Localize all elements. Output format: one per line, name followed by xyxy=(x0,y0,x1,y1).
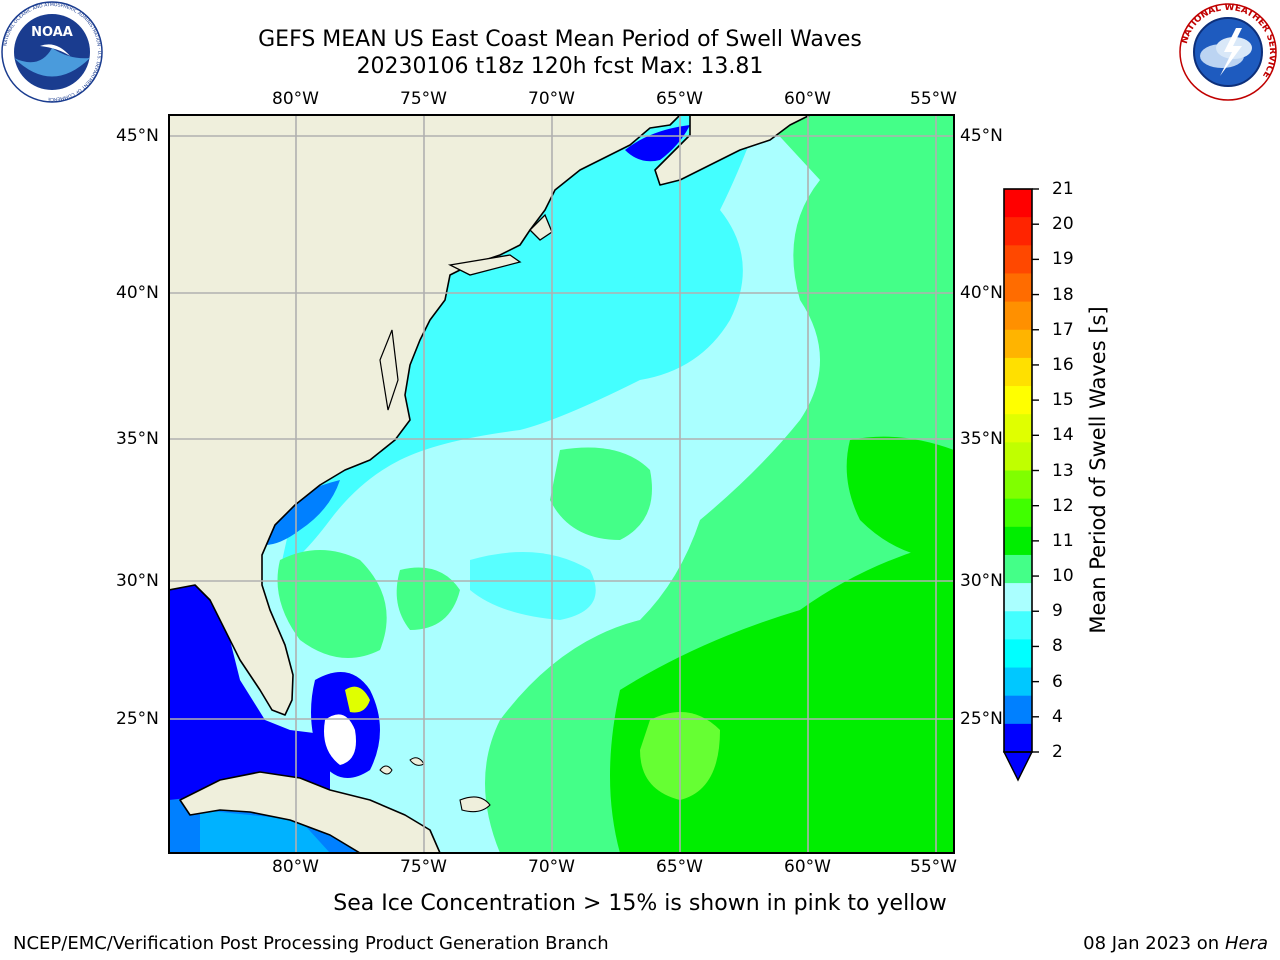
colorbar-cell xyxy=(1004,639,1032,669)
swell-region-6-8s-south xyxy=(470,552,596,620)
land-cuba xyxy=(179,771,441,853)
colorbar-cell xyxy=(1004,583,1032,612)
colorbar-cell xyxy=(1004,329,1032,359)
colorbar-cell xyxy=(1004,723,1032,753)
lon-label-top-70w: 70°W xyxy=(528,89,575,109)
colorbar-tick-label: 6 xyxy=(1052,671,1063,692)
colorbar-cell xyxy=(1004,526,1032,556)
lon-label-bottom-80w: 80°W xyxy=(272,857,319,877)
lat-label-left-30n: 30°N xyxy=(116,571,159,591)
colorbar-tick-label: 16 xyxy=(1052,354,1074,375)
lon-label-top-75w: 75°W xyxy=(400,89,447,109)
colorbar-tick-label: 15 xyxy=(1052,390,1074,411)
colorbar-cell xyxy=(1004,470,1032,500)
swell-region-9-10s-sw xyxy=(277,550,387,658)
colorbar-tick-label: 8 xyxy=(1052,636,1063,657)
lon-label-bottom-75w: 75°W xyxy=(400,857,447,877)
graticule xyxy=(169,115,954,853)
lon-label-bottom-65w: 65°W xyxy=(656,857,703,877)
land-long-island xyxy=(447,254,522,276)
lon-label-top-60w: 60°W xyxy=(784,89,831,109)
colorbar xyxy=(1002,188,1039,782)
lat-label-left-45n: 45°N xyxy=(116,126,159,146)
colorbar-cell xyxy=(1004,357,1032,387)
gulf-of-maine-low-period xyxy=(625,125,690,162)
colorbar-cell xyxy=(1004,442,1032,471)
colorbar-tick-label: 17 xyxy=(1052,319,1074,340)
lat-label-left-40n: 40°N xyxy=(116,283,159,303)
swell-region-9-10s-center xyxy=(550,447,652,540)
island-bahamas-1 xyxy=(379,765,393,775)
colorbar-cell xyxy=(1004,386,1032,415)
colorbar-cell xyxy=(1004,554,1032,584)
lat-label-right-35n: 35°N xyxy=(960,429,1003,449)
footer-date-text: 08 Jan 2023 on xyxy=(1083,933,1225,954)
island-hispaniola-tip xyxy=(459,796,491,813)
plot-subtitle: 20230106 t18z 120h fcst Max: 13.81 xyxy=(356,54,764,79)
swell-region-9-10s-west xyxy=(396,567,460,630)
colorbar-tick-label: 13 xyxy=(1052,460,1074,481)
lat-label-left-25n: 25°N xyxy=(116,709,159,729)
lat-label-right-25n: 25°N xyxy=(960,709,1003,729)
lon-label-top-80w: 80°W xyxy=(272,89,319,109)
lon-label-bottom-55w: 55°W xyxy=(910,857,957,877)
sea-ice-note: Sea Ice Concentration > 15% is shown in … xyxy=(333,891,947,916)
colorbar-cell xyxy=(1004,217,1032,246)
colorbar-tick-label: 9 xyxy=(1052,601,1063,622)
map-frame xyxy=(168,114,955,854)
bahamas-shelf xyxy=(345,686,370,713)
colorbar-tick-label: 11 xyxy=(1052,530,1074,551)
gulf-of-mexico-low-period xyxy=(169,580,330,810)
colorbar-cell xyxy=(1004,667,1032,697)
colorbar-tick-label: 10 xyxy=(1052,566,1074,587)
lon-label-top-55w: 55°W xyxy=(910,89,957,109)
lon-label-top-65w: 65°W xyxy=(656,89,703,109)
colorbar-extend-arrow xyxy=(1002,751,1034,782)
lon-label-bottom-60w: 60°W xyxy=(784,857,831,877)
colorbar-cell xyxy=(1004,695,1032,725)
colorbar-tick-label: 12 xyxy=(1052,495,1074,516)
bahamas-white-shoals xyxy=(324,714,356,765)
lat-label-left-35n: 35°N xyxy=(116,429,159,449)
colorbar-cell xyxy=(1004,245,1032,274)
colorbar-cell xyxy=(1004,414,1032,443)
footer-date: 08 Jan 2023 on Hera xyxy=(1083,933,1268,955)
colorbar-cell xyxy=(1004,189,1032,218)
colorbar-cell xyxy=(1004,611,1032,640)
map-field xyxy=(169,115,954,853)
colorbar-title: Mean Period of Swell Waves [s] xyxy=(1086,306,1110,634)
colorbar-tick-label: 18 xyxy=(1052,284,1074,305)
colorbar-cell xyxy=(1004,301,1032,331)
colorbar-tick-label: 14 xyxy=(1052,425,1074,446)
colorbar-cell xyxy=(1004,273,1032,303)
colorbar-tick-label: 4 xyxy=(1052,706,1063,727)
lat-label-right-45n: 45°N xyxy=(960,126,1003,146)
footer-host: Hera xyxy=(1224,933,1268,954)
chesapeake-coastline xyxy=(379,329,399,411)
colorbar-tick-label: 19 xyxy=(1052,249,1074,270)
colorbar-tick-label: 20 xyxy=(1052,214,1074,235)
coastal-carolinas-blue xyxy=(265,480,340,545)
footer-credit: NCEP/EMC/Verification Post Processing Pr… xyxy=(13,933,609,954)
land-nova-scotia xyxy=(654,115,811,186)
lon-label-bottom-70w: 70°W xyxy=(528,857,575,877)
lat-label-right-40n: 40°N xyxy=(960,283,1003,303)
noaa-logo-text: NOAA xyxy=(31,25,73,40)
colorbar-tick-label: 21 xyxy=(1052,179,1074,199)
lat-label-right-30n: 30°N xyxy=(960,571,1003,591)
colorbar-tick-label: 2 xyxy=(1052,742,1063,762)
plot-title: GEFS MEAN US East Coast Mean Period of S… xyxy=(258,27,862,52)
swell-region-10-11s-east xyxy=(846,436,954,560)
noaa-logo: NOAA NATIONAL OCEANIC AND ATMOSPHERIC AD… xyxy=(1,1,103,103)
colorbar-cell xyxy=(1004,498,1032,528)
nws-logo: NATIONAL WEATHER SERVICE xyxy=(1179,3,1277,101)
